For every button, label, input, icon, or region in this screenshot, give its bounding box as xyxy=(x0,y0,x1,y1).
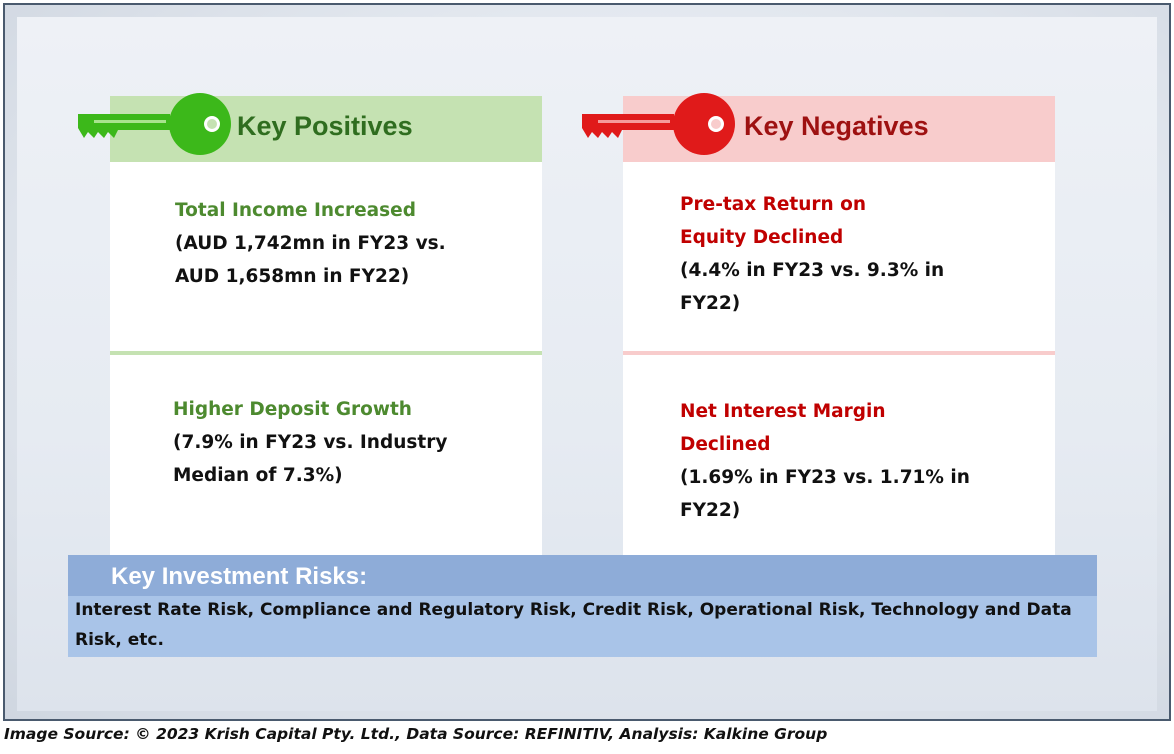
negatives-panel: Key Negatives Pre-tax Return on Equity D… xyxy=(623,96,1055,555)
negative-item-2-title-1: Net Interest Margin xyxy=(680,401,886,422)
positive-item-2-detail-1: (7.9% in FY23 vs. Industry xyxy=(173,432,448,453)
positive-item-1-title: Total Income Increased xyxy=(175,200,416,221)
risks-text: Interest Rate Risk, Compliance and Regul… xyxy=(75,595,1085,655)
risks-panel: Key Investment Risks: Interest Rate Risk… xyxy=(68,555,1097,657)
positive-item-1-detail-1: (AUD 1,742mn in FY23 vs. xyxy=(175,233,446,254)
negative-item-1-detail-1: (4.4% in FY23 vs. 9.3% in xyxy=(680,260,945,281)
red-key-icon xyxy=(582,93,735,155)
positives-divider xyxy=(110,351,542,355)
negative-item-1-title-1: Pre-tax Return on xyxy=(680,194,867,215)
risks-header: Key Investment Risks: xyxy=(68,555,1097,596)
negatives-divider xyxy=(623,351,1055,355)
negative-item-1-detail-2: FY22) xyxy=(680,293,741,314)
positive-item-2: Higher Deposit Growth (7.9% in FY23 vs. … xyxy=(173,393,447,492)
negative-item-1: Pre-tax Return on Equity Declined (4.4% … xyxy=(680,188,944,320)
negative-item-2-title-2: Declined xyxy=(680,434,771,455)
green-key-icon xyxy=(78,93,231,155)
positive-item-1-detail-2: AUD 1,658mn in FY22) xyxy=(175,266,410,287)
negative-item-1-title-2: Equity Declined xyxy=(680,227,844,248)
positives-panel: Key Positives Total Income Increased (AU… xyxy=(110,96,542,555)
negatives-title: Key Negatives xyxy=(744,111,929,141)
positive-item-1: Total Income Increased (AUD 1,742mn in F… xyxy=(175,194,446,293)
positive-item-2-title: Higher Deposit Growth xyxy=(173,399,412,420)
positives-title: Key Positives xyxy=(237,111,413,141)
positive-item-2-detail-2: Median of 7.3%) xyxy=(173,465,343,486)
risks-text-line-1: Interest Rate Risk, Compliance and Regul… xyxy=(75,600,1072,620)
negative-item-2-detail-1: (1.69% in FY23 vs. 1.71% in xyxy=(680,467,970,488)
risks-text-line-2: Risk, etc. xyxy=(75,630,164,650)
risks-title: Key Investment Risks: xyxy=(111,563,368,590)
negative-item-2-detail-2: FY22) xyxy=(680,500,741,521)
negative-item-2: Net Interest Margin Declined (1.69% in F… xyxy=(680,395,970,527)
source-caption: Image Source: © 2023 Krish Capital Pty. … xyxy=(4,725,828,743)
